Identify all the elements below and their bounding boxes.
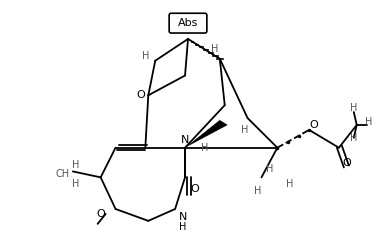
Text: O: O bbox=[343, 157, 351, 167]
Text: H: H bbox=[365, 117, 372, 127]
Text: H: H bbox=[350, 103, 357, 113]
Polygon shape bbox=[185, 120, 228, 148]
Text: H: H bbox=[254, 186, 261, 196]
FancyBboxPatch shape bbox=[169, 13, 207, 33]
Text: H: H bbox=[142, 51, 149, 61]
Text: O: O bbox=[310, 120, 318, 130]
Text: H: H bbox=[211, 44, 219, 54]
Text: H: H bbox=[285, 179, 293, 189]
Text: N: N bbox=[181, 135, 189, 145]
Text: H: H bbox=[179, 222, 187, 232]
Text: H: H bbox=[266, 165, 273, 174]
Text: H: H bbox=[350, 133, 357, 143]
Text: O: O bbox=[96, 209, 105, 219]
Text: N: N bbox=[179, 212, 187, 222]
Text: O: O bbox=[136, 90, 145, 100]
Text: O: O bbox=[191, 184, 199, 194]
Text: H: H bbox=[241, 125, 248, 135]
Text: H: H bbox=[201, 143, 208, 153]
Text: H: H bbox=[72, 179, 80, 189]
Text: H: H bbox=[72, 159, 80, 170]
Text: Abs: Abs bbox=[178, 18, 198, 28]
Text: CH: CH bbox=[56, 169, 70, 179]
